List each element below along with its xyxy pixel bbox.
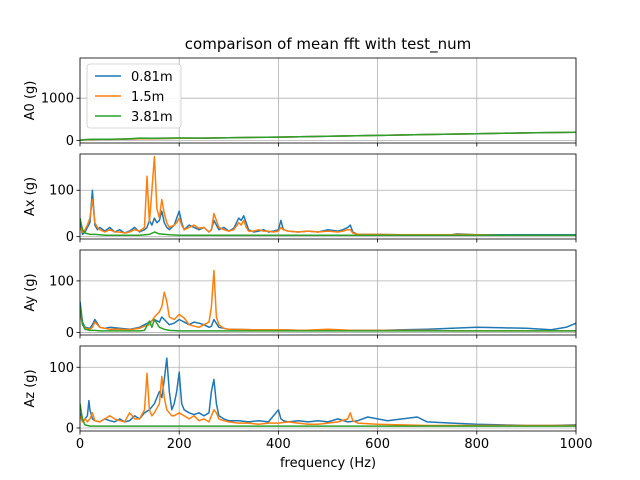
series-group (80, 156, 576, 237)
series-line-3_81m (80, 131, 576, 142)
x-tick-label: 200 (167, 437, 192, 452)
y-tick-label: 100 (49, 274, 74, 289)
x-axis-label: frequency (Hz) (280, 456, 376, 471)
y-tick-label: 0 (66, 134, 74, 149)
y-axis-label: A0 (g) (23, 81, 38, 121)
y-tick-label: 0 (66, 421, 74, 436)
series-line-1_5m (80, 156, 576, 237)
chart-title: comparison of mean fft with test_num (185, 35, 471, 54)
series-group (80, 269, 576, 332)
x-tick-label: 600 (365, 437, 390, 452)
axes-frame (79, 153, 577, 240)
subplot-3: 0 100 Ay (g) (23, 249, 577, 341)
x-tick-label: 0 (76, 437, 84, 452)
x-tick-label: 800 (464, 437, 489, 452)
subplot-4: 0 200 400 600 800 1000 0 100 Az (g) (23, 345, 593, 452)
series-group (80, 357, 576, 427)
y-tick-label: 1000 (41, 92, 74, 107)
legend-label: 1.5m (131, 90, 164, 105)
y-tick-label: 100 (49, 361, 74, 376)
series-line-3_81m (80, 306, 576, 332)
legend-box (86, 63, 182, 129)
y-axis-label: Az (g) (23, 369, 38, 407)
series-group (80, 131, 576, 142)
series-line-3_81m (80, 217, 576, 237)
legend-label: 3.81m (131, 110, 173, 125)
y-axis-label: Ay (g) (23, 273, 38, 311)
axes-frame (79, 249, 577, 336)
y-tick-label: 0 (66, 230, 74, 245)
series-line-1_5m (80, 372, 576, 427)
series-line-3_81m (80, 403, 576, 427)
y-axis-label: Ax (g) (23, 177, 38, 216)
y-tick-label: 100 (49, 184, 74, 199)
axes-frame (79, 345, 577, 432)
legend-label: 0.81m (131, 70, 173, 85)
subplot-2: 0 100 Ax (g) (23, 153, 577, 245)
x-tick-label: 400 (266, 437, 291, 452)
legend: 0.81m 1.5m 3.81m (86, 63, 182, 129)
y-tick-label: 0 (66, 326, 74, 341)
x-tick-label: 1000 (559, 437, 592, 452)
axes-frame (79, 57, 577, 144)
